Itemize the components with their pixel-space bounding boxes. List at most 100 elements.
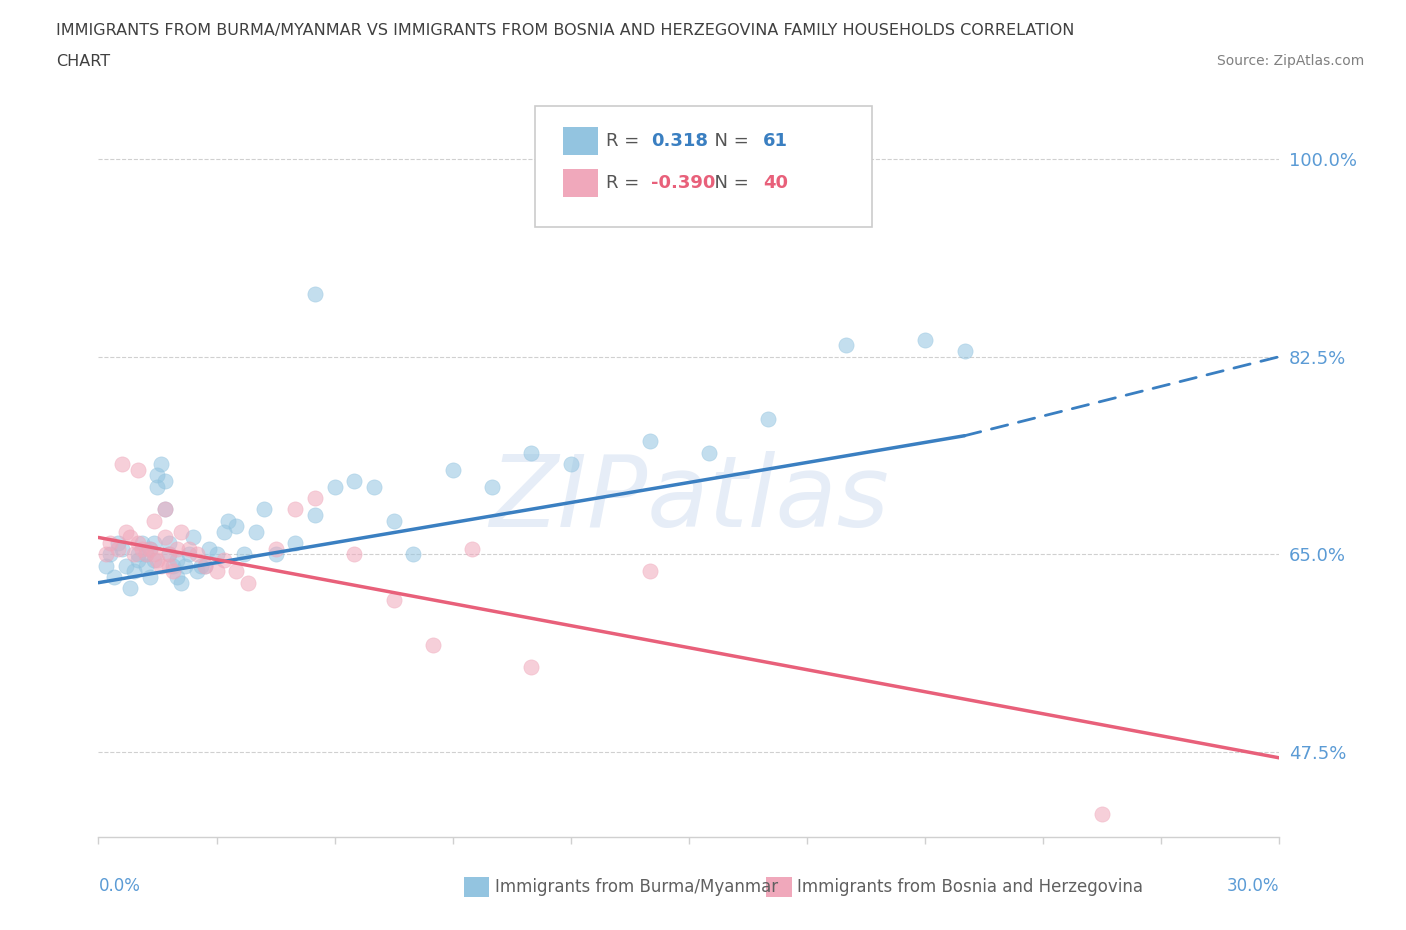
Point [520, 660, 543, 675]
Point [107, 536, 129, 551]
Point [115, 525, 138, 539]
Point [236, 576, 259, 591]
Point [363, 479, 385, 494]
Point [560, 457, 582, 472]
Point [205, 547, 228, 562]
Text: R =: R = [606, 174, 645, 193]
Point [194, 558, 217, 573]
Point [135, 558, 157, 573]
Point [186, 547, 208, 562]
Point [155, 502, 177, 517]
Point [157, 536, 180, 551]
Point [697, 445, 720, 460]
Point [264, 547, 287, 562]
Point [135, 547, 157, 562]
Point [157, 558, 180, 573]
Point [98, 536, 121, 551]
FancyBboxPatch shape [536, 106, 872, 227]
Text: N =: N = [703, 174, 754, 193]
Point [146, 468, 169, 483]
Point [96, 558, 118, 573]
Point [304, 287, 326, 302]
Text: ZIPatlas: ZIPatlas [489, 450, 889, 548]
Point [166, 541, 188, 556]
Point [343, 547, 366, 562]
Point [170, 525, 193, 539]
Point [181, 530, 204, 545]
Point [122, 547, 145, 562]
Point [166, 552, 188, 567]
Point [284, 536, 307, 551]
Point [284, 502, 307, 517]
Point [638, 564, 661, 578]
Point [214, 552, 236, 567]
Text: R =: R = [606, 132, 645, 151]
Point [118, 530, 141, 545]
Point [162, 558, 184, 573]
Point [177, 547, 200, 562]
Point [835, 338, 858, 352]
Text: Source: ZipAtlas.com: Source: ZipAtlas.com [1216, 54, 1364, 68]
Point [382, 592, 405, 607]
Point [205, 564, 228, 578]
Point [138, 541, 160, 556]
Text: 40: 40 [763, 174, 787, 193]
Point [115, 558, 138, 573]
Text: IMMIGRANTS FROM BURMA/MYANMAR VS IMMIGRANTS FROM BOSNIA AND HERZEGOVINA FAMILY H: IMMIGRANTS FROM BURMA/MYANMAR VS IMMIGRA… [56, 23, 1074, 38]
Point [461, 541, 484, 556]
Point [638, 434, 661, 449]
Point [225, 519, 247, 534]
Point [96, 547, 118, 562]
Point [150, 457, 173, 472]
Point [166, 569, 188, 584]
Point [217, 513, 239, 528]
Point [914, 332, 936, 347]
Point [111, 541, 134, 556]
Point [135, 547, 157, 562]
Point [186, 564, 208, 578]
Point [162, 564, 184, 578]
Point [155, 530, 177, 545]
Point [343, 473, 366, 488]
Point [264, 541, 287, 556]
Point [155, 502, 177, 517]
Point [122, 564, 145, 578]
Point [756, 411, 779, 426]
Point [422, 637, 444, 652]
Text: -0.390: -0.390 [651, 174, 716, 193]
Text: 0.0%: 0.0% [98, 877, 141, 895]
FancyBboxPatch shape [562, 169, 598, 197]
Point [98, 547, 121, 562]
Point [150, 558, 173, 573]
Text: 30.0%: 30.0% [1227, 877, 1279, 895]
Point [146, 479, 169, 494]
Point [177, 541, 200, 556]
Point [520, 445, 543, 460]
Point [157, 547, 180, 562]
Point [304, 490, 326, 505]
Point [194, 558, 217, 573]
Point [481, 479, 503, 494]
Point [142, 513, 165, 528]
Point [190, 558, 212, 573]
Point [225, 564, 247, 578]
Point [323, 479, 346, 494]
Point [142, 547, 165, 562]
Point [138, 569, 160, 584]
Point [304, 508, 326, 523]
Point [170, 576, 193, 591]
Text: 61: 61 [763, 132, 787, 151]
Point [157, 547, 180, 562]
Text: CHART: CHART [56, 54, 110, 69]
Point [142, 536, 165, 551]
Text: N =: N = [703, 132, 754, 151]
Point [155, 473, 177, 488]
Point [142, 552, 165, 567]
Text: 0.318: 0.318 [651, 132, 707, 151]
Point [174, 558, 197, 573]
Point [245, 525, 267, 539]
Point [214, 525, 236, 539]
Point [441, 462, 464, 477]
Point [146, 552, 169, 567]
Point [131, 536, 153, 551]
